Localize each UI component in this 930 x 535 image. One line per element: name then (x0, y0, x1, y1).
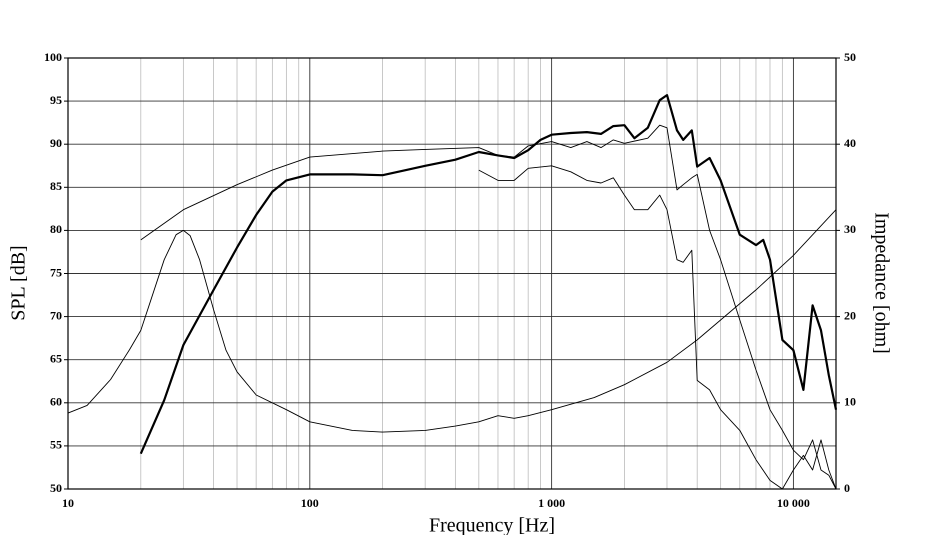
y-tick-label: 80 (50, 222, 62, 236)
y-tick-label: 90 (50, 136, 62, 150)
x-tick-label: 100 (301, 496, 319, 510)
y-tick-label: 100 (44, 50, 62, 64)
series-line (67, 209, 837, 433)
y2-axis-title: Impedance [ohm] (870, 212, 892, 354)
y-tick-label: 65 (50, 351, 62, 365)
y2-tick-label: 10 (844, 395, 856, 409)
y-axis-title: SPL [dB] (8, 245, 30, 320)
y-tick-label: 60 (50, 395, 62, 409)
x-tick-label: 10 (62, 496, 74, 510)
y2-tick-label: 40 (844, 136, 856, 150)
x-tick-label: 10 000 (777, 496, 810, 510)
x-axis-title: Frequency [Hz] (429, 515, 555, 535)
y2-tick-label: 30 (844, 222, 856, 236)
y2-tick-label: 50 (844, 50, 856, 64)
y-tick-label: 50 (50, 481, 62, 495)
series-line (478, 165, 837, 490)
y-tick-label: 55 (50, 438, 62, 452)
y-tick-label: 70 (50, 308, 62, 322)
plot-frame (67, 57, 837, 490)
y-tick-label: 85 (50, 179, 62, 193)
y2-tick-label: 20 (844, 308, 856, 322)
x-tick-label: 1 000 (538, 496, 565, 510)
y2-tick-label: 0 (844, 481, 850, 495)
y-tick-label: 75 (50, 265, 62, 279)
series-line (139, 94, 838, 455)
y-tick-label: 95 (50, 93, 62, 107)
series-line (140, 124, 837, 490)
